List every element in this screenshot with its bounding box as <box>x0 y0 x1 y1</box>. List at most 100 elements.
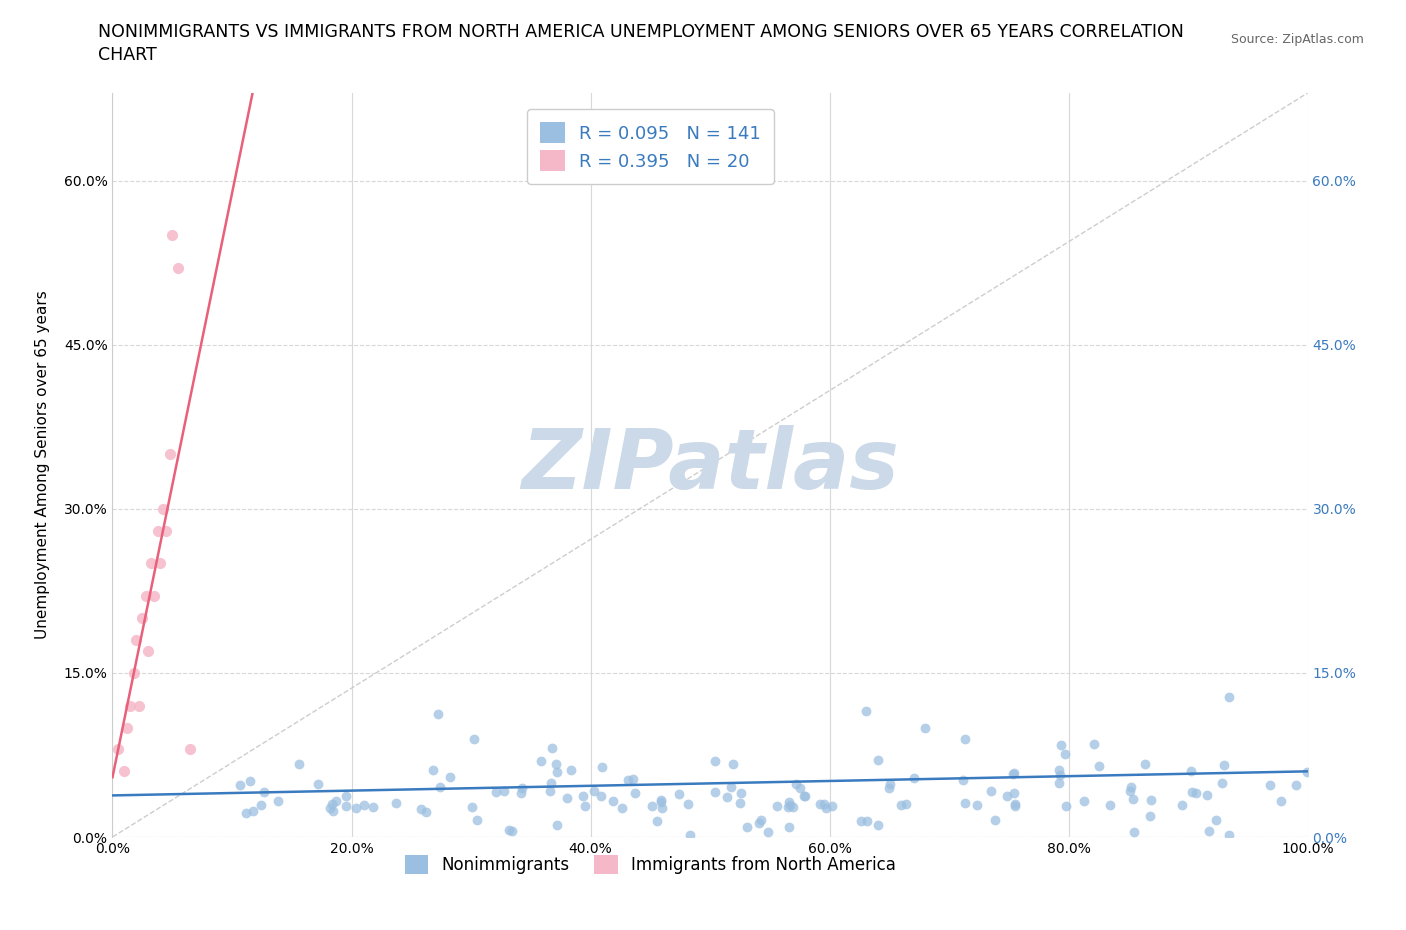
Y-axis label: Unemployment Among Seniors over 65 years: Unemployment Among Seniors over 65 years <box>35 291 49 640</box>
Point <box>704 753 727 768</box>
Point <box>385 795 408 810</box>
Point <box>645 814 668 829</box>
Point <box>321 796 343 811</box>
Point <box>179 742 201 757</box>
Point <box>1073 793 1095 808</box>
Point <box>778 819 800 834</box>
Point <box>485 784 508 799</box>
Point <box>1284 777 1306 792</box>
Point <box>572 789 595 804</box>
Point <box>242 804 264 818</box>
Point <box>1197 788 1219 803</box>
Point <box>344 800 367 815</box>
Point <box>720 779 742 794</box>
Point <box>143 589 166 604</box>
Point <box>1047 776 1070 790</box>
Point <box>555 790 578 805</box>
Point <box>465 813 488 828</box>
Point <box>1053 747 1076 762</box>
Point <box>546 756 568 771</box>
Point <box>650 795 672 810</box>
Point <box>540 740 562 755</box>
Point <box>814 800 837 815</box>
Point <box>721 757 744 772</box>
Point <box>159 446 181 461</box>
Point <box>135 589 157 604</box>
Text: NONIMMIGRANTS VS IMMIGRANTS FROM NORTH AMERICA UNEMPLOYMENT AMONG SENIORS OVER 6: NONIMMIGRANTS VS IMMIGRANTS FROM NORTH A… <box>98 23 1184 41</box>
Point <box>1211 776 1233 790</box>
Point <box>125 632 148 647</box>
Point <box>152 501 174 516</box>
Point <box>540 775 562 790</box>
Point <box>1140 793 1163 808</box>
Point <box>623 786 645 801</box>
Point <box>995 789 1018 804</box>
Point <box>1119 780 1142 795</box>
Point <box>1004 799 1026 814</box>
Point <box>735 819 758 834</box>
Point <box>1049 767 1071 782</box>
Point <box>1050 737 1073 752</box>
Point <box>1198 823 1220 838</box>
Point <box>167 260 190 275</box>
Point <box>849 814 872 829</box>
Point <box>1296 765 1319 780</box>
Point <box>877 780 900 795</box>
Point <box>510 780 533 795</box>
Text: CHART: CHART <box>98 46 157 64</box>
Point <box>1088 758 1111 773</box>
Point <box>461 799 484 814</box>
Point <box>319 801 342 816</box>
Point <box>307 777 329 791</box>
Point <box>415 804 437 819</box>
Point <box>903 771 925 786</box>
Point <box>429 779 451 794</box>
Point <box>138 644 160 658</box>
Point <box>983 813 1005 828</box>
Point <box>890 798 912 813</box>
Point <box>353 797 375 812</box>
Point <box>115 720 138 735</box>
Point <box>1083 737 1105 751</box>
Point <box>756 824 779 839</box>
Point <box>808 797 831 812</box>
Point <box>650 792 672 807</box>
Point <box>422 763 444 777</box>
Point <box>813 797 835 812</box>
Text: Source: ZipAtlas.com: Source: ZipAtlas.com <box>1230 33 1364 46</box>
Point <box>668 787 690 802</box>
Point <box>703 785 725 800</box>
Point <box>1218 689 1240 704</box>
Point <box>1122 825 1144 840</box>
Point <box>238 773 260 788</box>
Point <box>678 796 700 811</box>
Point <box>287 757 309 772</box>
Point <box>253 784 276 799</box>
Point <box>728 795 751 810</box>
Point <box>335 798 357 813</box>
Point <box>582 783 605 798</box>
Point <box>855 704 877 719</box>
Point <box>149 556 172 571</box>
Point <box>879 777 901 791</box>
Point <box>610 801 633 816</box>
Point <box>1258 778 1281 793</box>
Point <box>162 228 183 243</box>
Point <box>866 752 889 767</box>
Point <box>952 772 974 787</box>
Point <box>776 800 799 815</box>
Point <box>463 731 485 746</box>
Point <box>1133 756 1156 771</box>
Point <box>131 611 153 626</box>
Point <box>1122 791 1144 806</box>
Point <box>1170 798 1192 813</box>
Point <box>1001 767 1024 782</box>
Point <box>623 771 645 786</box>
Point <box>894 796 917 811</box>
Point <box>730 786 752 801</box>
Point <box>1002 766 1025 781</box>
Point <box>1004 796 1026 811</box>
Point <box>821 798 844 813</box>
Point <box>793 789 815 804</box>
Point <box>1184 785 1206 800</box>
